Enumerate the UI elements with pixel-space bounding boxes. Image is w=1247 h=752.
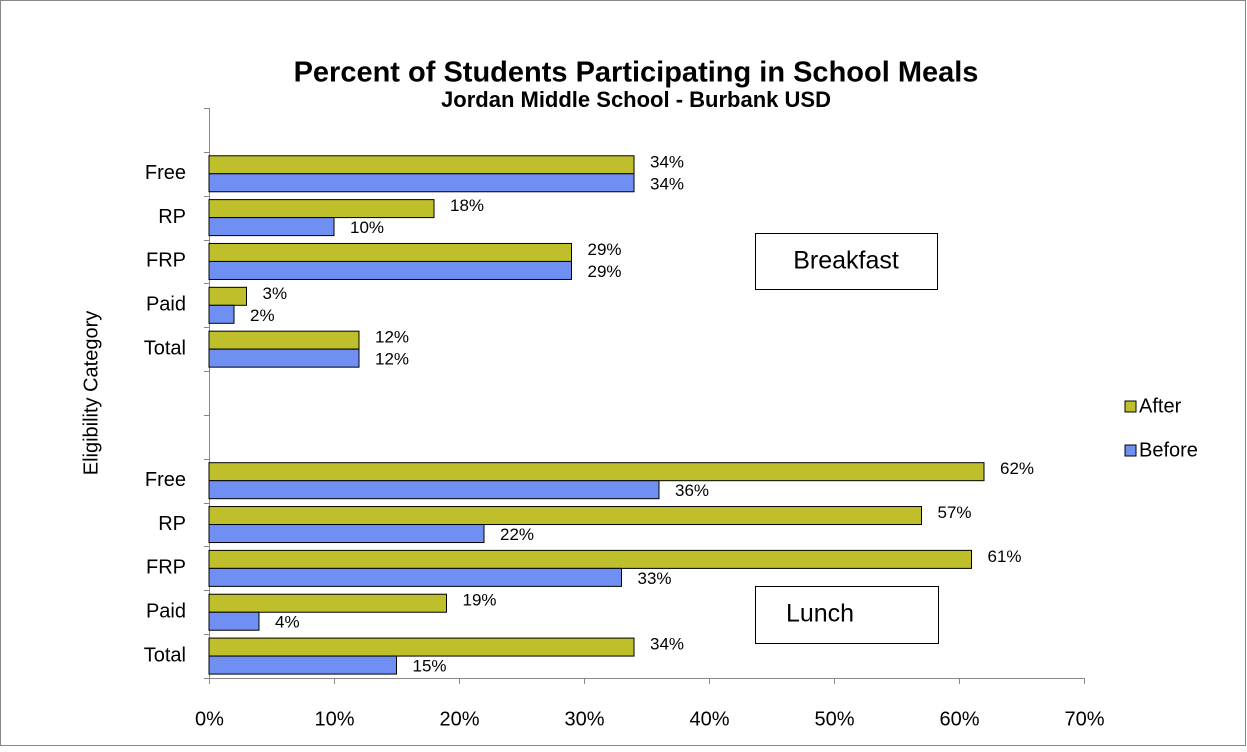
y-tick-label: RP <box>158 513 186 535</box>
legend-swatch <box>1124 400 1137 413</box>
value-label: 4% <box>275 613 300 632</box>
value-label: 29% <box>588 262 622 281</box>
x-tick-label: 20% <box>439 708 479 730</box>
bar <box>208 524 485 544</box>
bar <box>208 593 447 613</box>
y-tick-label: RP <box>158 206 186 228</box>
value-label: 22% <box>500 525 534 544</box>
y-axis-label: Eligibility Category <box>80 311 102 476</box>
y-tick-label: FRP <box>146 557 186 579</box>
bar <box>208 655 397 675</box>
value-label: 10% <box>350 218 384 237</box>
bar <box>208 260 572 280</box>
x-tick-label: 50% <box>814 708 854 730</box>
legend-label: Before <box>1139 439 1198 461</box>
bar <box>208 462 985 482</box>
x-tick-label: 70% <box>1064 708 1104 730</box>
value-label: 19% <box>463 591 497 610</box>
bar <box>208 304 235 324</box>
bar <box>208 217 335 237</box>
value-label: 62% <box>1000 459 1034 478</box>
bar <box>208 286 247 306</box>
bar <box>208 480 660 500</box>
bar <box>208 549 972 569</box>
chart-title: Percent of Students Participating in Sch… <box>294 57 979 89</box>
value-label: 34% <box>650 174 684 193</box>
annotation-box <box>755 586 939 644</box>
y-tick-label: Free <box>145 162 186 184</box>
x-tick-label: 40% <box>689 708 729 730</box>
bar <box>208 506 922 526</box>
value-label: 61% <box>988 547 1022 566</box>
annotation: Breakfast <box>793 247 899 275</box>
y-tick-label: Free <box>145 469 186 491</box>
annotation-box <box>755 233 938 290</box>
bar <box>208 199 435 219</box>
chart-subtitle: Jordan Middle School - Burbank USD <box>441 87 831 112</box>
value-label: 3% <box>263 284 288 303</box>
bar <box>208 155 635 175</box>
x-tick-label: 10% <box>314 708 354 730</box>
value-label: 18% <box>450 196 484 215</box>
value-label: 12% <box>375 350 409 369</box>
bar <box>208 637 635 657</box>
x-tick-label: 60% <box>939 708 979 730</box>
legend-swatch <box>1124 444 1137 457</box>
y-tick-label: FRP <box>146 250 186 272</box>
bar <box>208 173 635 193</box>
bar <box>208 348 360 368</box>
bar <box>208 242 572 262</box>
value-label: 34% <box>650 635 684 654</box>
bar <box>208 330 360 350</box>
value-label: 12% <box>375 328 409 347</box>
value-label: 2% <box>250 306 275 325</box>
y-tick-label: Total <box>144 337 186 359</box>
legend-label: After <box>1139 395 1182 417</box>
annotation: Lunch <box>786 600 854 628</box>
value-label: 34% <box>650 152 684 171</box>
x-tick-label: 30% <box>564 708 604 730</box>
y-tick-label: Paid <box>146 294 186 316</box>
value-label: 15% <box>413 657 447 676</box>
value-label: 36% <box>675 481 709 500</box>
bar <box>208 567 622 587</box>
value-label: 57% <box>938 503 972 522</box>
value-label: 29% <box>588 240 622 259</box>
y-tick-label: Paid <box>146 601 186 623</box>
x-tick-label: 0% <box>195 708 224 730</box>
y-tick-label: Total <box>144 644 186 666</box>
bar <box>208 611 260 631</box>
value-label: 33% <box>638 569 672 588</box>
